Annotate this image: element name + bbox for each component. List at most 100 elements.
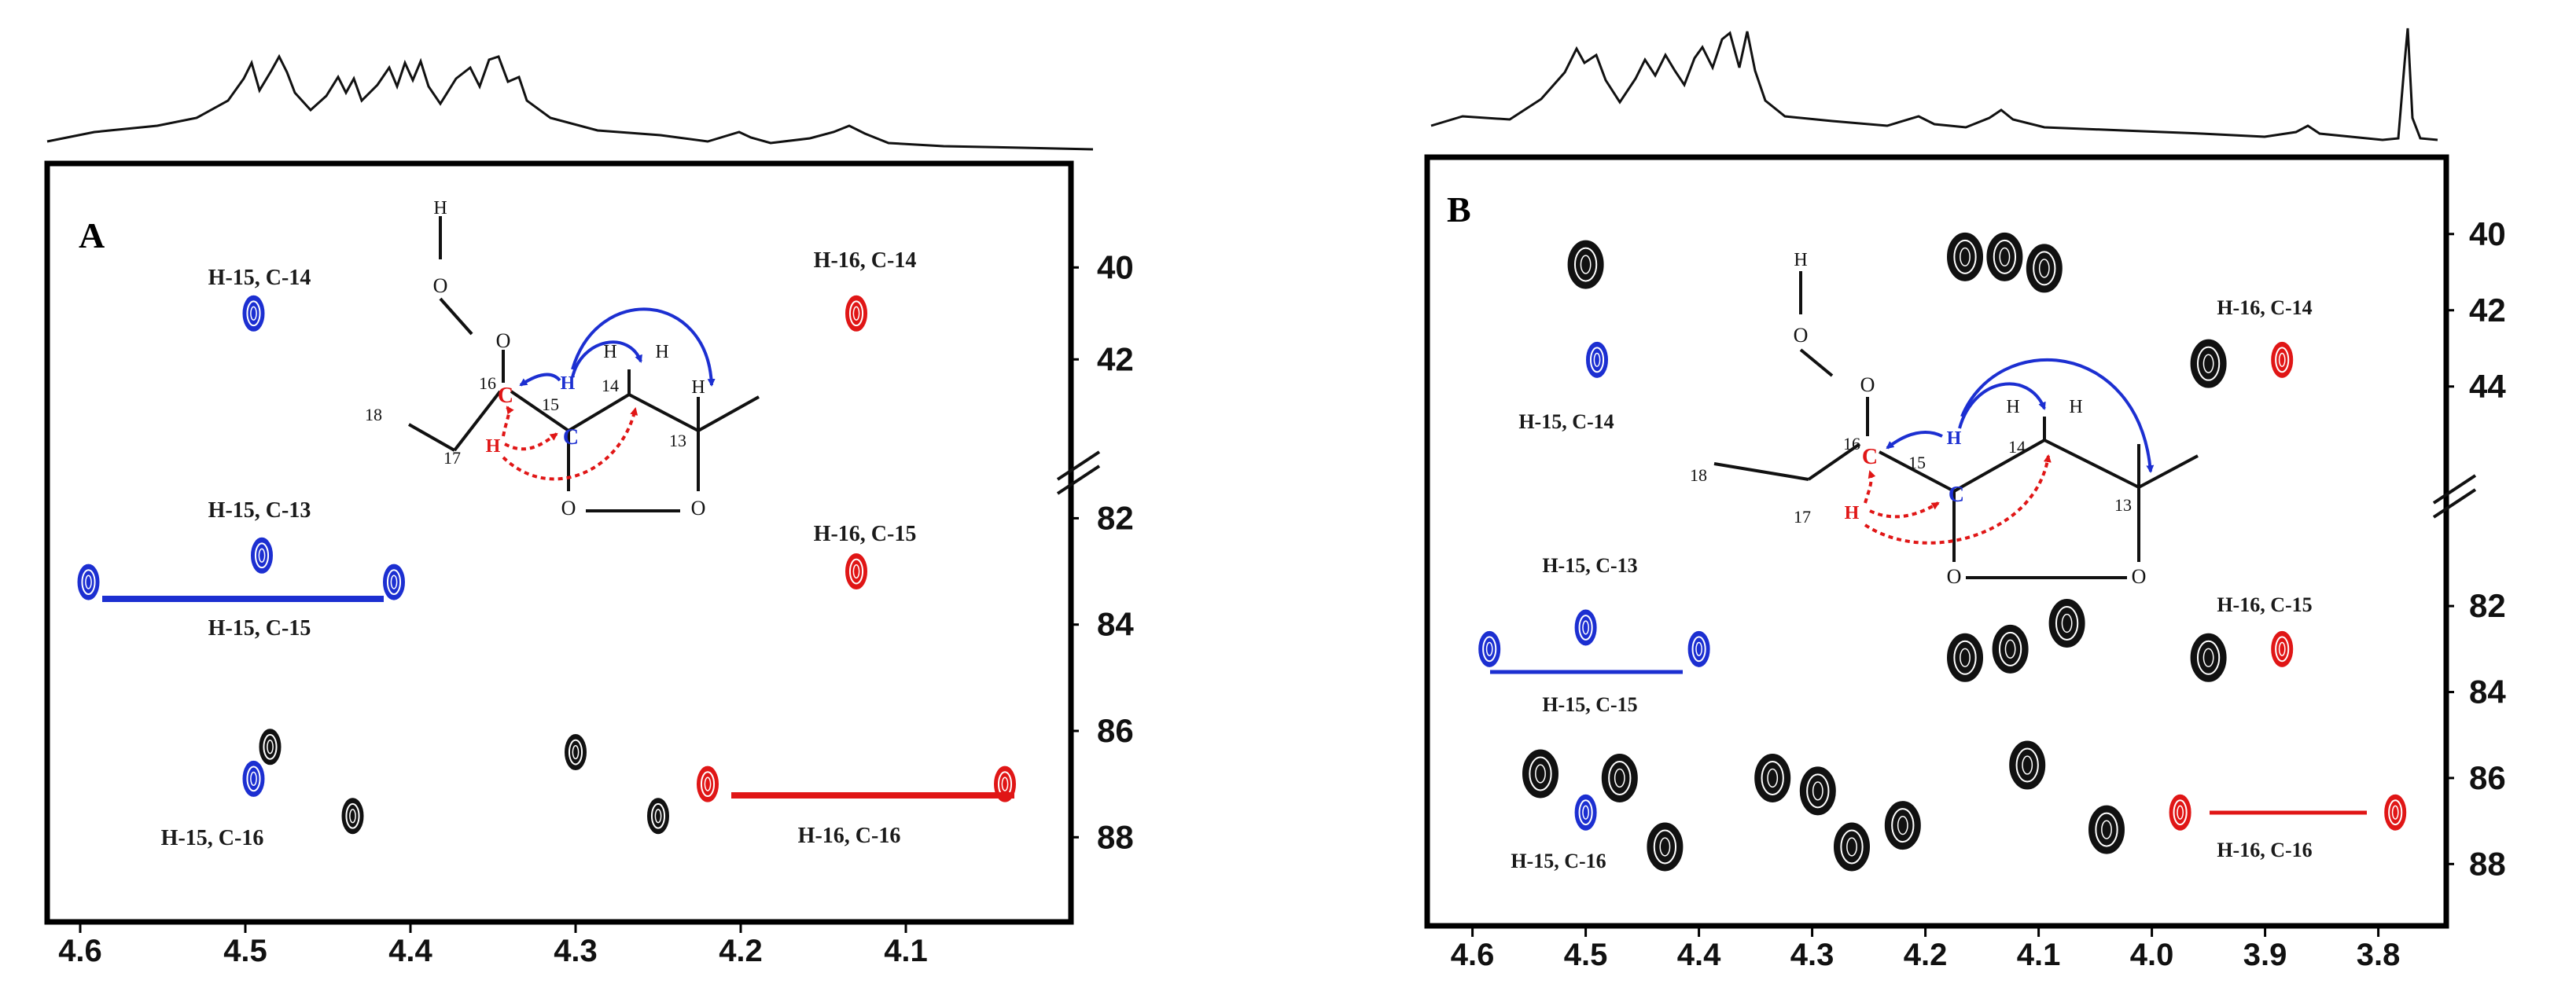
panel-a-x-tick-label: 4.6 (58, 934, 102, 968)
panel-b-y-tick-label: 88 (2469, 845, 2506, 882)
panel-a-x-tick-label: 4.1 (884, 934, 928, 968)
panel-a-1d-projection (46, 53, 1094, 151)
svg-text:16: 16 (479, 373, 496, 393)
panel-a-label-h16-c14: H-16, C-14 (814, 248, 917, 273)
svg-text:O: O (1794, 324, 1809, 347)
svg-text:H: H (603, 342, 616, 362)
svg-text:O: O (691, 497, 706, 520)
panel-a-cross-peak-red (697, 766, 719, 802)
panel-b-cross-peak-red (2271, 630, 2294, 667)
panel-b-cross-peak-blue (1586, 341, 1608, 378)
panel-a-y-tick-label: 86 (1097, 712, 1134, 749)
panel-b-cross-peak-black (1754, 753, 1791, 802)
panel-b-x-tick-label: 4.0 (2130, 938, 2174, 972)
panel-a-x-tick-label: 4.2 (719, 934, 763, 968)
panel-a-y-tick-label: 88 (1097, 818, 1134, 855)
panel-b: B 4.6 4.5 4.4 4.3 4.2 4.1 4.0 3.9 3.8 40 42 44 82 84 8… (1424, 28, 2507, 972)
panel-a-x-tick-label: 4.5 (223, 934, 267, 968)
panel-b-cross-peak-red (2271, 341, 2294, 378)
panel-a-cross-peak-black (565, 734, 587, 771)
panel-b-frame (1424, 154, 2449, 929)
panel-b-x-tick-label: 4.1 (2017, 938, 2061, 972)
panel-a-y-tick-label: 84 (1097, 606, 1134, 643)
panel-b-y-tick-label: 40 (2469, 215, 2506, 252)
svg-text:H: H (433, 198, 447, 218)
panel-b-x-tick-label: 4.3 (1790, 938, 1834, 972)
panel-b-cross-peak-black (1601, 753, 1638, 802)
panel-b-label-h16-c14: H-16, C-14 (2217, 296, 2312, 319)
panel-a: A 4.6 4.5 4.4 4.3 4.2 4.1 40 42 82 84 86 88 H-15, C… (44, 53, 1134, 968)
svg-text:H: H (2069, 397, 2082, 417)
panel-b-cross-peak-black (2026, 244, 2063, 293)
svg-text:O: O (433, 274, 448, 297)
panel-a-cross-peak-red (845, 295, 867, 332)
panel-b-cross-peak-black (1947, 232, 1983, 281)
panel-a-structure (408, 216, 760, 512)
panel-b-cross-peak-black (2190, 339, 2227, 388)
svg-text:18: 18 (1690, 465, 1707, 485)
panel-a-x-tick-label: 4.4 (388, 934, 432, 968)
panel-b-cross-peak-black (2190, 633, 2227, 682)
panel-a-axis-break (1056, 450, 1101, 495)
panel-a-frame (44, 160, 1074, 925)
panel-b-cross-peak-black (2048, 599, 2085, 648)
panel-b-x-tick-label: 4.2 (1904, 938, 1948, 972)
panel-b-cross-peak-black (1799, 766, 1836, 816)
svg-text:H: H (561, 373, 576, 394)
svg-text:14: 14 (2008, 437, 2026, 457)
panel-b-cross-peak-black (1567, 240, 1604, 289)
panel-b-label-h16-c15: H-16, C-15 (2217, 593, 2312, 616)
svg-text:14: 14 (602, 376, 619, 395)
svg-text:H: H (2006, 397, 2019, 417)
svg-text:O: O (561, 497, 576, 520)
svg-text:H: H (691, 377, 705, 398)
panel-b-cross-peak-red (2169, 794, 2191, 831)
panel-b-cross-peak-black (2088, 805, 2125, 854)
panel-b-cross-peak-blue (1478, 630, 1501, 667)
panel-a-cross-peak-blue (383, 564, 405, 600)
panel-b-x-tick-label: 4.4 (1677, 938, 1721, 972)
panel-b-cross-peak-black (2009, 740, 2046, 790)
svg-text:O: O (496, 329, 511, 352)
panel-a-cross-peak-red (845, 553, 867, 590)
panel-b-label-h16-c16: H-16, C-16 (2217, 839, 2312, 861)
panel-b-cross-peak-black (1522, 749, 1558, 799)
svg-text:O: O (1860, 373, 1875, 396)
panel-a-label-h15-c15: H-15, C-15 (208, 616, 311, 641)
svg-text:O: O (2132, 565, 2147, 588)
svg-text:H: H (486, 436, 501, 457)
panel-a-label-h16-c15: H-16, C-15 (814, 522, 917, 546)
svg-text:C: C (1862, 445, 1878, 469)
panel-b-cross-peak-black (1834, 822, 1870, 872)
panel-a-atoms: H O O 16 C 18 17 H H 15 C 14 H H H 13 O … (365, 198, 705, 520)
panel-a-y-tick-label: 42 (1097, 340, 1134, 377)
panel-b-cross-peak-blue (1574, 609, 1597, 646)
panel-b-cross-peak-black (1992, 624, 2029, 674)
panel-b-cross-peak-black (1884, 801, 1921, 850)
svg-text:16: 16 (1843, 434, 1860, 453)
panel-b-cross-peak-blue (1574, 794, 1597, 831)
panel-b-label-h15-c14: H-15, C-14 (1518, 410, 1614, 433)
svg-text:17: 17 (1794, 507, 1811, 527)
panel-b-atoms: H O O 16 C 18 17 H H 15 C 14 H H 13 O O (1690, 250, 2146, 588)
panel-b-axes: 4.6 4.5 4.4 4.3 4.2 4.1 4.0 3.9 3.8 40 42 44 82 84 86 8… (1451, 215, 2507, 972)
panel-b-y-tick-label: 84 (2469, 674, 2506, 710)
panel-b-cross-peak-black (1947, 633, 1983, 682)
panel-a-cross-peak-black (341, 798, 364, 835)
panel-b-cross-peak-red (2384, 794, 2407, 831)
panel-a-cross-peak-black (259, 729, 282, 766)
panel-a-cross-peak-blue (77, 564, 100, 600)
panel-b-label-h15-c16: H-15, C-16 (1511, 850, 1606, 872)
panel-a-letter: A (79, 215, 105, 255)
panel-b-arrows (1864, 358, 2155, 545)
svg-text:H: H (1794, 250, 1807, 270)
panel-b-y-tick-label: 82 (2469, 587, 2506, 624)
svg-text:15: 15 (1908, 453, 1926, 472)
panel-b-cross-peak-blue (1687, 630, 1710, 667)
panel-b-y-tick-label: 86 (2469, 759, 2506, 796)
panel-b-cross-peak-black (1986, 232, 2023, 281)
svg-text:H: H (1845, 503, 1860, 523)
panel-b-cross-peak-black (1647, 822, 1684, 872)
panel-b-x-tick-label: 3.9 (2243, 938, 2287, 972)
